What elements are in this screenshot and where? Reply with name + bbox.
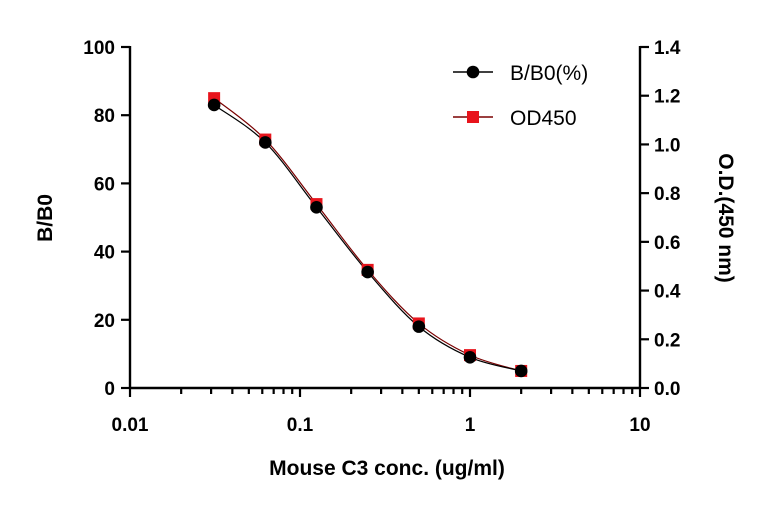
- x-tick-label: 0.1: [287, 415, 314, 436]
- y2-tick-label: 1.4: [654, 38, 681, 59]
- y-tick-label: 80: [94, 106, 115, 127]
- bb0-point: [207, 98, 221, 112]
- bb0-point: [258, 136, 272, 149]
- y-tick-label: 60: [94, 174, 115, 195]
- y2-tick-label: 0.2: [654, 330, 680, 351]
- y2-axis-title: O.D.(450 nm): [714, 153, 737, 283]
- legend-bb0-marker: [466, 65, 480, 79]
- y2-tick-label: 0.6: [654, 233, 680, 254]
- x-axis-title: Mouse C3 conc. (ug/ml): [269, 457, 505, 480]
- y-tick-label: 100: [83, 38, 115, 59]
- y-axis-title: B/B0: [34, 194, 57, 242]
- bb0-point: [514, 364, 528, 378]
- legend: B/B0(%) OD450: [453, 62, 588, 130]
- bb0-point: [463, 351, 477, 364]
- y2-tick-label: 0.8: [654, 184, 680, 205]
- legend-bb0-label: B/B0(%): [510, 62, 588, 85]
- x-tick-label: 0.01: [112, 415, 149, 436]
- x-tick-label: 1: [465, 415, 476, 436]
- y-tick-label: 0: [104, 379, 115, 400]
- bb0-point: [361, 265, 374, 279]
- x-tick-label: 10: [629, 415, 650, 436]
- y-tick-label: 20: [94, 311, 115, 332]
- y2-tick-label: 1.0: [654, 135, 680, 156]
- legend-od450-marker: [467, 111, 479, 123]
- bb0-point: [310, 200, 323, 214]
- tick-labels: 0 20 40 60 80 100 0.0 0.2 0.4 0.6 0.8 1.0 1.2 1.4 0.01…: [83, 38, 681, 436]
- data-markers: [207, 92, 528, 378]
- axes: [121, 45, 649, 397]
- y2-tick-label: 0.0: [654, 379, 680, 400]
- y2-tick-label: 1.2: [654, 87, 680, 108]
- y-tick-label: 40: [94, 243, 115, 264]
- legend-od450-label: OD450: [510, 107, 577, 130]
- y2-tick-label: 0.4: [654, 282, 681, 303]
- bb0-point: [412, 320, 426, 333]
